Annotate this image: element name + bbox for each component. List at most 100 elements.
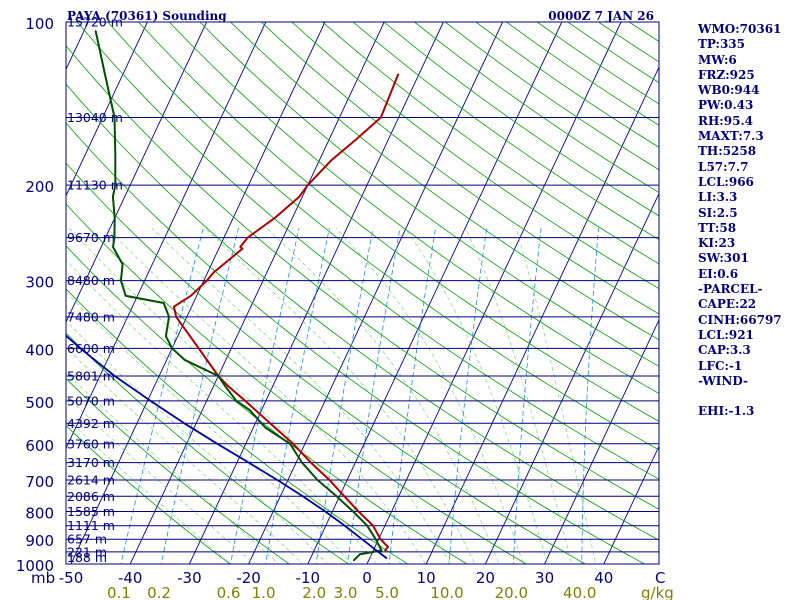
pressure-tick-label: 300: [25, 274, 54, 292]
moist-adiabat-line: [266, 227, 500, 564]
background-grid: [66, 22, 659, 564]
moist-adiabat-line: [151, 227, 451, 564]
pressure-tick-label: 900: [25, 532, 54, 550]
isotherm-line: [248, 22, 504, 564]
height-label: 6600 m: [67, 341, 115, 356]
stats-row: TH:5258: [698, 144, 757, 159]
pressure-tick-label: 200: [25, 178, 54, 196]
mixing-ratio-tick-label: 10.0: [430, 584, 463, 600]
isotherm-line: [66, 22, 208, 324]
stats-row: CAPE:22: [698, 297, 757, 312]
moist-adiabat-line: [515, 228, 597, 564]
stats-row: -PARCEL-: [698, 282, 763, 297]
moist-adiabat-line: [68, 227, 402, 564]
pressure-unit-label: mb: [31, 569, 55, 587]
dry-adiabat-line: [168, 22, 659, 394]
temperature-tick-label: 40: [594, 569, 613, 587]
isotherm-line: [544, 318, 659, 564]
mixing-ratio-tick-label: 20.0: [495, 584, 528, 600]
mixing-ratio-tick-label: 0.2: [147, 584, 171, 600]
dry-adiabat-line: [322, 22, 659, 265]
temperature-tick-label: -40: [118, 569, 143, 587]
mixing-ratio-line: [512, 228, 542, 564]
mixing-ratio-line: [581, 228, 599, 564]
pressure-tick-label: 400: [25, 341, 54, 359]
stats-row: SW:301: [698, 251, 749, 266]
mixing-ratio-line: [120, 227, 204, 564]
height-label: 2086 m: [67, 489, 115, 504]
stats-panel: WMO:70361 TP:335 MW:6 FRZ:925 WB0:944 PW:0.43…: [698, 22, 798, 420]
dry-adiabat-line: [66, 245, 468, 564]
mixing-ratio-line: [347, 228, 401, 564]
stats-gap: [698, 389, 798, 404]
temperature-unit-label: C: [655, 569, 665, 587]
dry-adiabat-line: [66, 425, 231, 564]
temperature-tick-label: 30: [535, 569, 554, 587]
dry-adiabat-line: [66, 203, 527, 564]
mixing-ratio-tick-label: 40.0: [563, 584, 596, 600]
isotherm-line: [603, 445, 659, 564]
height-label: 221 m: [67, 544, 107, 559]
moist-adiabat-line: [66, 259, 377, 564]
moist-adiabat-line: [66, 320, 328, 564]
dry-adiabat-line: [66, 45, 659, 510]
stats-row: -WIND-: [698, 373, 748, 388]
stats-row: LCL:921: [698, 327, 754, 342]
temperature-tick-label: -10: [296, 569, 321, 587]
temperature-tick-label: -50: [59, 569, 84, 587]
sounding-traces: [66, 30, 400, 562]
dry-adiabat-line: [66, 83, 659, 541]
height-label: 1585 m: [67, 504, 115, 519]
stats-row: LFC:-1: [698, 358, 743, 373]
stats-row: EI:0.6: [698, 266, 739, 281]
isotherm-line: [66, 22, 148, 197]
mixing-ratio-line: [448, 228, 487, 564]
height-label: 5070 m: [67, 393, 115, 408]
stats-row: CINH:66797: [698, 312, 782, 327]
temperature-tick-label: 10: [417, 569, 436, 587]
height-label: 657 m: [67, 532, 107, 547]
dry-adiabat-line: [66, 162, 587, 564]
pressure-tick-label: 500: [25, 394, 54, 412]
stats-row: MW:6: [698, 52, 737, 67]
mixing-ratio-line: [160, 228, 239, 564]
isotherm-line: [484, 192, 659, 564]
stats-row: WMO:70361: [698, 22, 782, 36]
stats-row: KI:23: [698, 236, 736, 251]
height-label: 188 m: [67, 550, 107, 565]
stats-row: RH:95.4: [698, 113, 753, 128]
pressure-tick-label: 100: [25, 15, 54, 33]
moist-adiabat-line: [204, 227, 476, 564]
height-label: 11130 m: [67, 178, 123, 193]
stats-footer: EHI:-1.3: [698, 404, 755, 419]
stats-row: LCL:966: [698, 174, 754, 189]
isotherm-line: [366, 22, 622, 564]
mixing-ratio-line: [265, 228, 330, 564]
stats-row: PW:0.43: [698, 98, 754, 113]
height-label: 8480 m: [67, 273, 115, 288]
stats-row: SI:2.5: [698, 205, 738, 220]
dry-adiabat-line: [66, 378, 290, 564]
temperature-tick-label: 0: [362, 569, 372, 587]
chart-title: PAYA (70361) Sounding: [67, 9, 227, 23]
stats-row: CAP:3.3: [698, 343, 751, 358]
moist-adiabat-line: [66, 346, 304, 564]
moist-adiabat-line: [106, 227, 426, 564]
height-label: 13040 m: [67, 110, 123, 125]
mixing-ratio-tick-label: 2.0: [302, 584, 326, 600]
stats-row: FRZ:925: [698, 67, 755, 82]
dry-adiabat-line: [66, 288, 409, 564]
height-label: 3760 m: [67, 436, 115, 451]
stats-list: WMO:70361 TP:335 MW:6 FRZ:925 WB0:944 PW:0.43…: [698, 22, 798, 389]
stats-row: L57:7.7: [698, 159, 749, 174]
height-label: 5801 m: [67, 369, 115, 384]
stats-row: TT:58: [698, 220, 737, 235]
temperature-trace: [172, 73, 400, 552]
mixing-ratio-tick-label: 5.0: [375, 584, 399, 600]
isotherm-line: [66, 22, 267, 450]
moist-adiabat-line: [66, 417, 231, 564]
pressure-tick-label: 600: [25, 437, 54, 455]
dry-adiabat-line: [66, 332, 350, 564]
